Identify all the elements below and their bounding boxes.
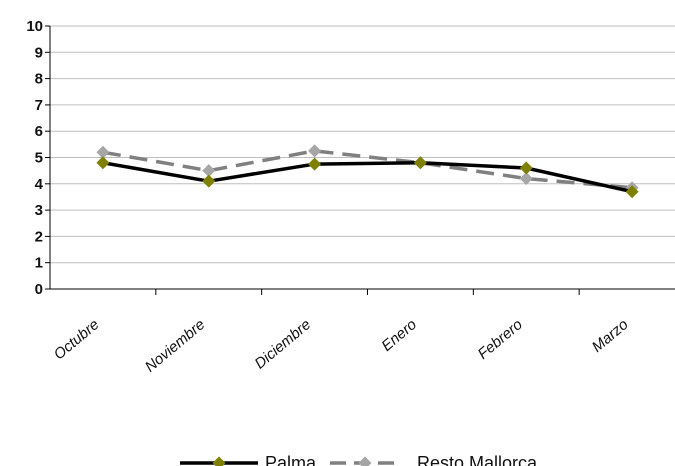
x-tick-label: Febrero bbox=[475, 316, 526, 363]
series-resto-mallorca bbox=[96, 144, 639, 195]
x-tick-label: Marzo bbox=[589, 316, 632, 356]
data-point bbox=[519, 172, 533, 186]
data-point bbox=[519, 161, 533, 175]
y-tick-label: 7 bbox=[35, 97, 43, 114]
legend: Palma Resto Mallorca bbox=[180, 453, 538, 466]
data-point bbox=[308, 144, 322, 158]
axes bbox=[45, 25, 675, 295]
data-point bbox=[96, 156, 110, 170]
x-tick-label: Noviembre bbox=[142, 316, 208, 376]
data-point bbox=[96, 145, 110, 159]
y-tick-label: 3 bbox=[35, 202, 43, 219]
y-tick-label: 6 bbox=[35, 123, 43, 140]
series-line bbox=[102, 161, 633, 194]
y-tick-label: 0 bbox=[35, 281, 43, 298]
data-point bbox=[202, 174, 216, 188]
legend-diamond bbox=[212, 456, 226, 466]
legend-marker-resto-mallorca bbox=[358, 456, 372, 466]
data-point bbox=[625, 185, 639, 199]
y-tick-label: 4 bbox=[35, 176, 44, 193]
data-point bbox=[202, 164, 216, 178]
x-tick-label: Enero bbox=[378, 316, 420, 355]
data-point bbox=[413, 156, 427, 170]
gridlines bbox=[50, 25, 675, 264]
y-axis-ticks: 0 1 2 3 4 5 6 7 8 9 10 bbox=[26, 18, 43, 298]
legend-label-resto-mallorca: Resto Mallorca bbox=[417, 453, 538, 466]
y-tick-label: 10 bbox=[26, 18, 43, 35]
data-point bbox=[308, 157, 322, 171]
y-tick-label: 9 bbox=[35, 44, 43, 61]
y-tick-label: 1 bbox=[35, 255, 43, 272]
x-axis-ticks: Octubre Noviembre Diciembre Enero Febrero Mar… bbox=[51, 316, 632, 376]
legend-diamond bbox=[358, 456, 372, 466]
y-tick-label: 8 bbox=[35, 71, 43, 88]
y-tick-label: 2 bbox=[35, 228, 43, 245]
series bbox=[96, 144, 639, 199]
series-palma bbox=[96, 156, 639, 199]
x-tick-label: Diciembre bbox=[252, 316, 315, 372]
y-tick-label: 5 bbox=[35, 150, 43, 167]
legend-marker-palma bbox=[212, 456, 226, 466]
x-tick-label: Octubre bbox=[51, 316, 103, 363]
series-line bbox=[102, 149, 633, 190]
legend-label-palma: Palma bbox=[265, 453, 317, 466]
